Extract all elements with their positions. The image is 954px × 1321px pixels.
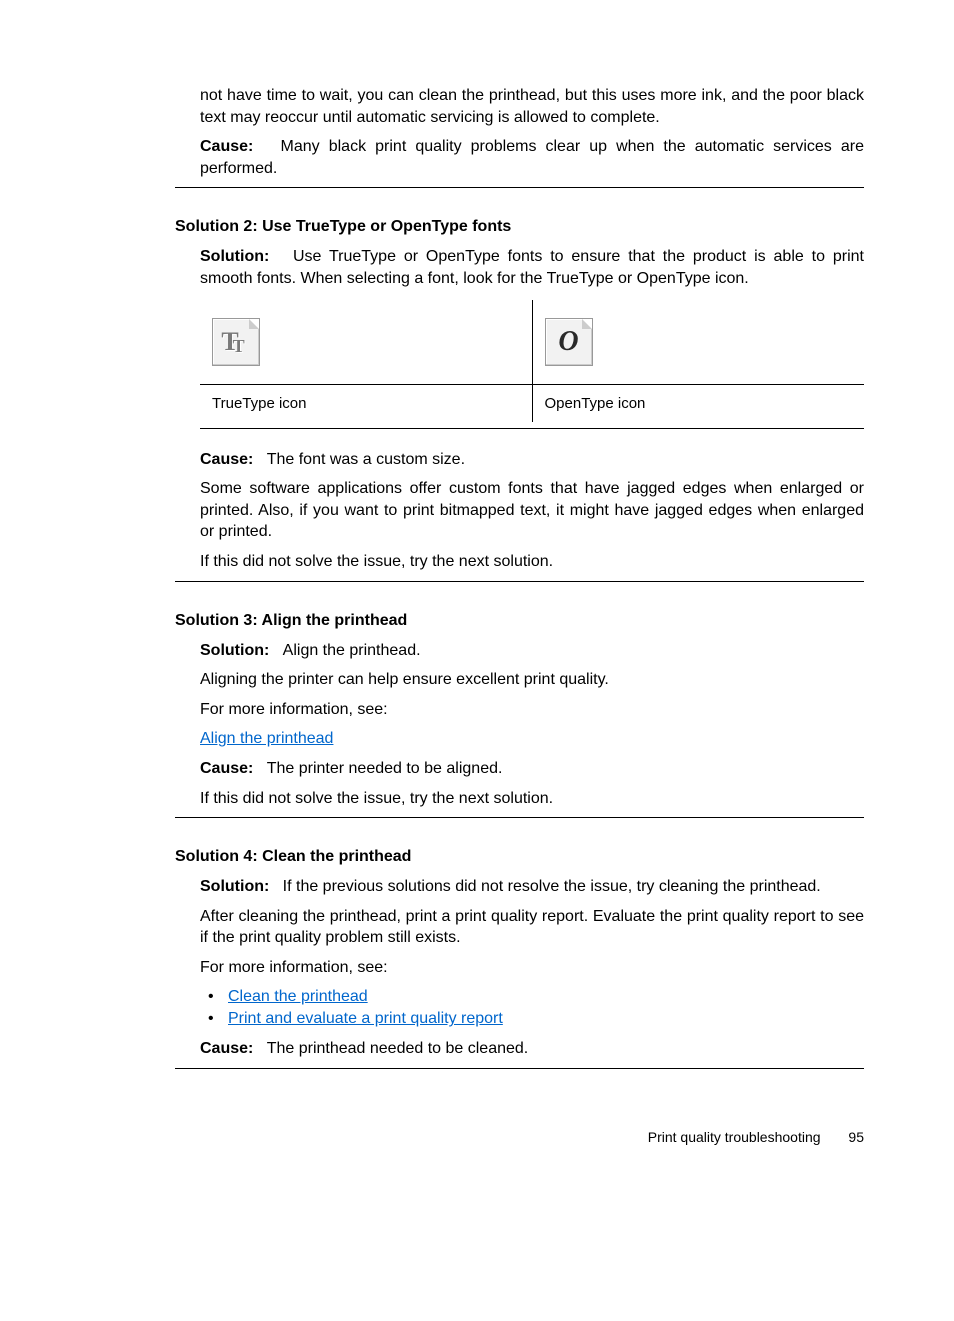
cause-label: Cause: xyxy=(200,138,253,155)
solution-2-body: Solution: Use TrueType or OpenType fonts… xyxy=(200,246,864,572)
intro-cause: Cause: Many black print quality problems… xyxy=(200,136,864,179)
solution-3-heading: Solution 3: Align the printhead xyxy=(175,612,864,630)
align-printhead-link[interactable]: Align the printhead xyxy=(200,730,333,747)
s2-p3: If this did not solve the issue, try the… xyxy=(200,551,864,573)
opentype-icon: O xyxy=(545,318,593,366)
cause-text: The font was a custom size. xyxy=(267,451,465,468)
solution-label: Solution: xyxy=(200,642,269,659)
page-fold-icon xyxy=(582,319,592,329)
footer-section: Print quality troubleshooting xyxy=(648,1129,821,1145)
solution-3-body: Solution: Align the printhead. Aligning … xyxy=(200,640,864,810)
s3-p3: If this did not solve the issue, try the… xyxy=(200,788,864,810)
solution-4-body: Solution: If the previous solutions did … xyxy=(200,876,864,1060)
truetype-label-cell: TrueType icon xyxy=(200,384,532,422)
s4-cause: Cause: The printhead needed to be cleane… xyxy=(200,1038,864,1060)
opentype-icon-cell: O xyxy=(532,300,864,385)
cause-text: Many black print quality problems clear … xyxy=(200,138,864,177)
intro-p1: not have time to wait, you can clean the… xyxy=(200,85,864,128)
intro-block: not have time to wait, you can clean the… xyxy=(200,85,864,179)
s4-solution: Solution: If the previous solutions did … xyxy=(200,876,864,898)
s4-p1: After cleaning the printhead, print a pr… xyxy=(200,906,864,949)
footer-page-number: 95 xyxy=(848,1129,864,1145)
divider xyxy=(175,581,864,582)
solution-2-heading: Solution 2: Use TrueType or OpenType fon… xyxy=(175,218,864,236)
divider xyxy=(175,1068,864,1069)
solution-text: Use TrueType or OpenType fonts to ensure… xyxy=(200,248,864,287)
truetype-glyph: TT xyxy=(221,327,250,357)
solution-label: Solution: xyxy=(200,878,269,895)
cause-label: Cause: xyxy=(200,760,253,777)
solution-4-heading: Solution 4: Clean the printhead xyxy=(175,848,864,866)
s3-link1-wrap: Align the printhead xyxy=(200,728,864,750)
clean-printhead-link[interactable]: Clean the printhead xyxy=(228,988,368,1005)
document-page: not have time to wait, you can clean the… xyxy=(0,0,954,1185)
s3-p1: Aligning the printer can help ensure exc… xyxy=(200,669,864,691)
s4-link-list: Clean the printhead Print and evaluate a… xyxy=(200,986,864,1030)
list-item: Clean the printhead xyxy=(200,986,864,1008)
s2-cause: Cause: The font was a custom size. xyxy=(200,449,864,471)
solution-text: Align the printhead. xyxy=(283,642,421,659)
s4-p2: For more information, see: xyxy=(200,957,864,979)
truetype-icon: TT xyxy=(212,318,260,366)
table-bottom-rule xyxy=(200,428,864,429)
solution-text: If the previous solutions did not resolv… xyxy=(283,878,821,895)
s3-p2: For more information, see: xyxy=(200,699,864,721)
cause-text: The printhead needed to be cleaned. xyxy=(267,1040,529,1057)
print-quality-report-link[interactable]: Print and evaluate a print quality repor… xyxy=(228,1010,503,1027)
list-item: Print and evaluate a print quality repor… xyxy=(200,1008,864,1030)
solution-label: Solution: xyxy=(200,248,269,265)
opentype-label-cell: OpenType icon xyxy=(532,384,864,422)
divider xyxy=(175,817,864,818)
divider xyxy=(175,187,864,188)
s2-p2: Some software applications offer custom … xyxy=(200,478,864,543)
page-footer: Print quality troubleshooting 95 xyxy=(175,1129,864,1145)
cause-label: Cause: xyxy=(200,451,253,468)
cause-label: Cause: xyxy=(200,1040,253,1057)
opentype-glyph: O xyxy=(558,326,578,358)
font-icon-table: TT O TrueType icon OpenType icon xyxy=(200,300,864,422)
s3-solution: Solution: Align the printhead. xyxy=(200,640,864,662)
truetype-icon-cell: TT xyxy=(200,300,532,385)
s3-cause: Cause: The printer needed to be aligned. xyxy=(200,758,864,780)
s2-solution: Solution: Use TrueType or OpenType fonts… xyxy=(200,246,864,289)
cause-text: The printer needed to be aligned. xyxy=(267,760,503,777)
page-fold-icon xyxy=(249,319,259,329)
